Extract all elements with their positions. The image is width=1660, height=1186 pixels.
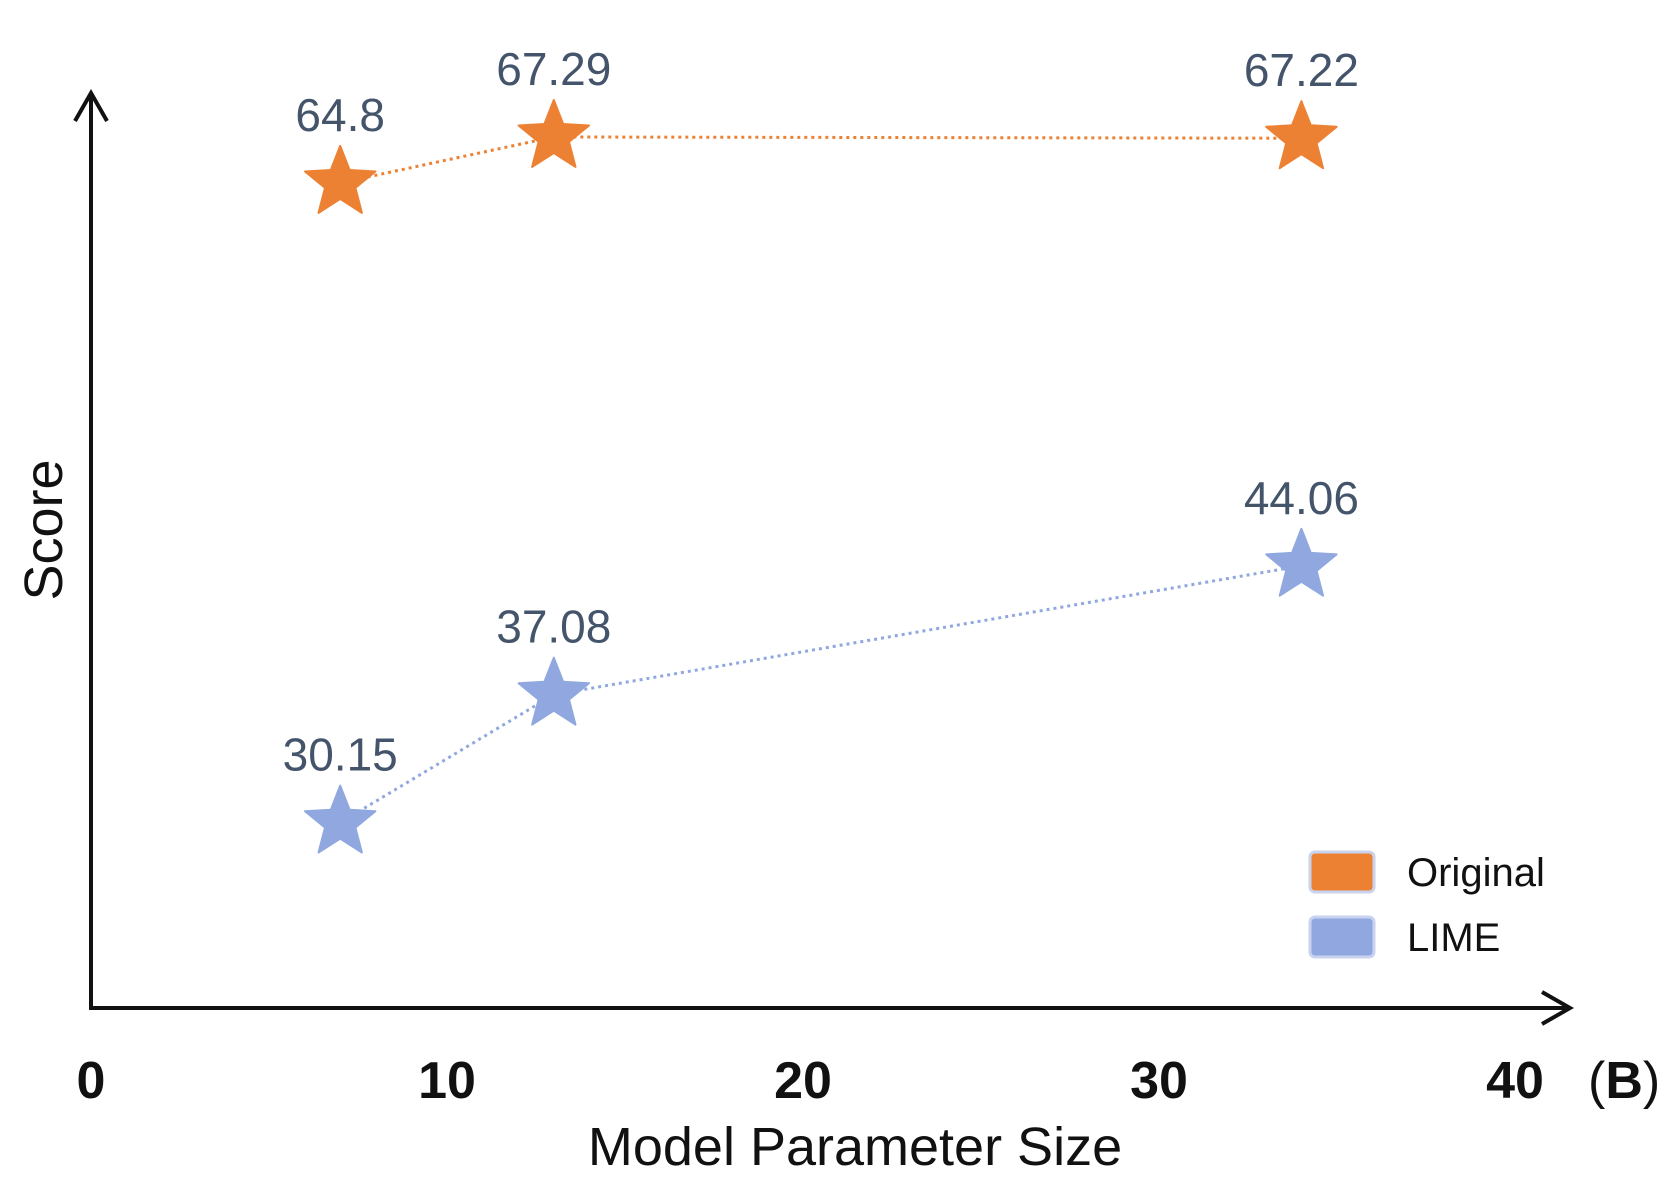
series-layer: 64.8 67.29 67.22 30.15 37.08 44.06 (283, 43, 1359, 854)
legend: Original LIME (1308, 850, 1545, 960)
data-label: 64.8 (295, 89, 385, 141)
legend-swatch (1308, 915, 1376, 959)
x-axis-unit: (B) (1588, 1052, 1660, 1110)
data-label: 67.22 (1244, 44, 1359, 96)
x-tick-label: 10 (418, 1052, 476, 1110)
y-axis-title: Score (14, 459, 74, 600)
data-label: 44.06 (1244, 472, 1359, 524)
data-point-star (304, 784, 377, 854)
series-1: 30.15 37.08 44.06 (283, 472, 1359, 854)
y-axis-arrow (73, 88, 109, 122)
data-point-star (517, 99, 590, 168)
x-tick-labels: 0 10 20 30 40 (77, 1052, 1544, 1110)
series-line (339, 564, 1302, 824)
data-label: 30.15 (283, 729, 398, 781)
data-point-star (1265, 527, 1338, 597)
legend-label: LIME (1407, 916, 1500, 960)
data-label: 37.08 (496, 601, 611, 653)
series-line (339, 135, 1302, 185)
data-label: 67.29 (496, 43, 611, 95)
x-tick-label: 40 (1486, 1052, 1544, 1110)
legend-swatch (1308, 850, 1376, 894)
series-0: 64.8 67.29 67.22 (295, 43, 1359, 214)
x-axis-title: Model Parameter Size (588, 1117, 1122, 1177)
data-point-star (304, 144, 377, 214)
data-point-star (1265, 100, 1338, 170)
legend-label: Original (1407, 851, 1545, 895)
data-point-star (517, 656, 590, 726)
x-axis-arrow (1541, 990, 1575, 1026)
x-tick-label: 0 (77, 1052, 106, 1110)
x-tick-label: 30 (1130, 1052, 1188, 1110)
x-tick-label: 20 (774, 1052, 832, 1110)
